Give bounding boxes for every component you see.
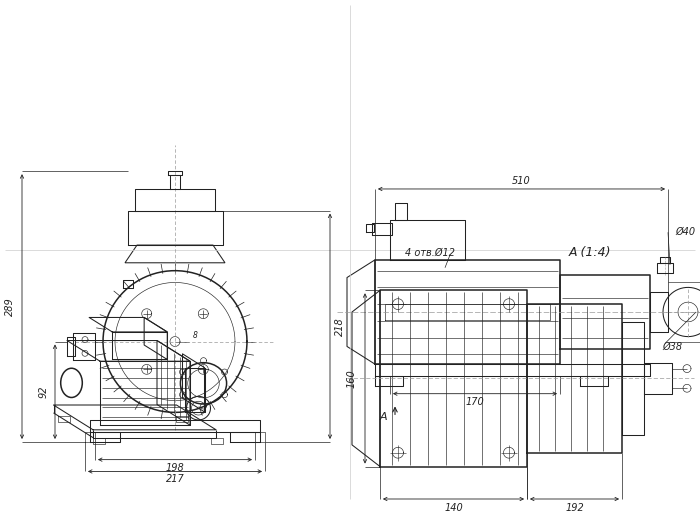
Text: Ø40: Ø40 [675,227,695,237]
Text: Ø38: Ø38 [662,342,682,351]
Text: 92: 92 [39,386,49,398]
Text: 510: 510 [512,176,531,186]
Text: 170: 170 [466,397,484,407]
Text: 8: 8 [193,331,197,340]
Text: 4 отв.Ø12: 4 отв.Ø12 [405,248,455,258]
Text: 160: 160 [347,369,357,388]
Text: 218: 218 [335,317,345,336]
Text: 217: 217 [166,474,184,484]
Text: 192: 192 [565,503,584,512]
Text: A: A [379,412,387,422]
Text: 198: 198 [166,462,184,473]
Text: 289: 289 [5,297,15,316]
Text: A (1:4): A (1:4) [568,246,611,260]
Text: 140: 140 [444,503,463,512]
